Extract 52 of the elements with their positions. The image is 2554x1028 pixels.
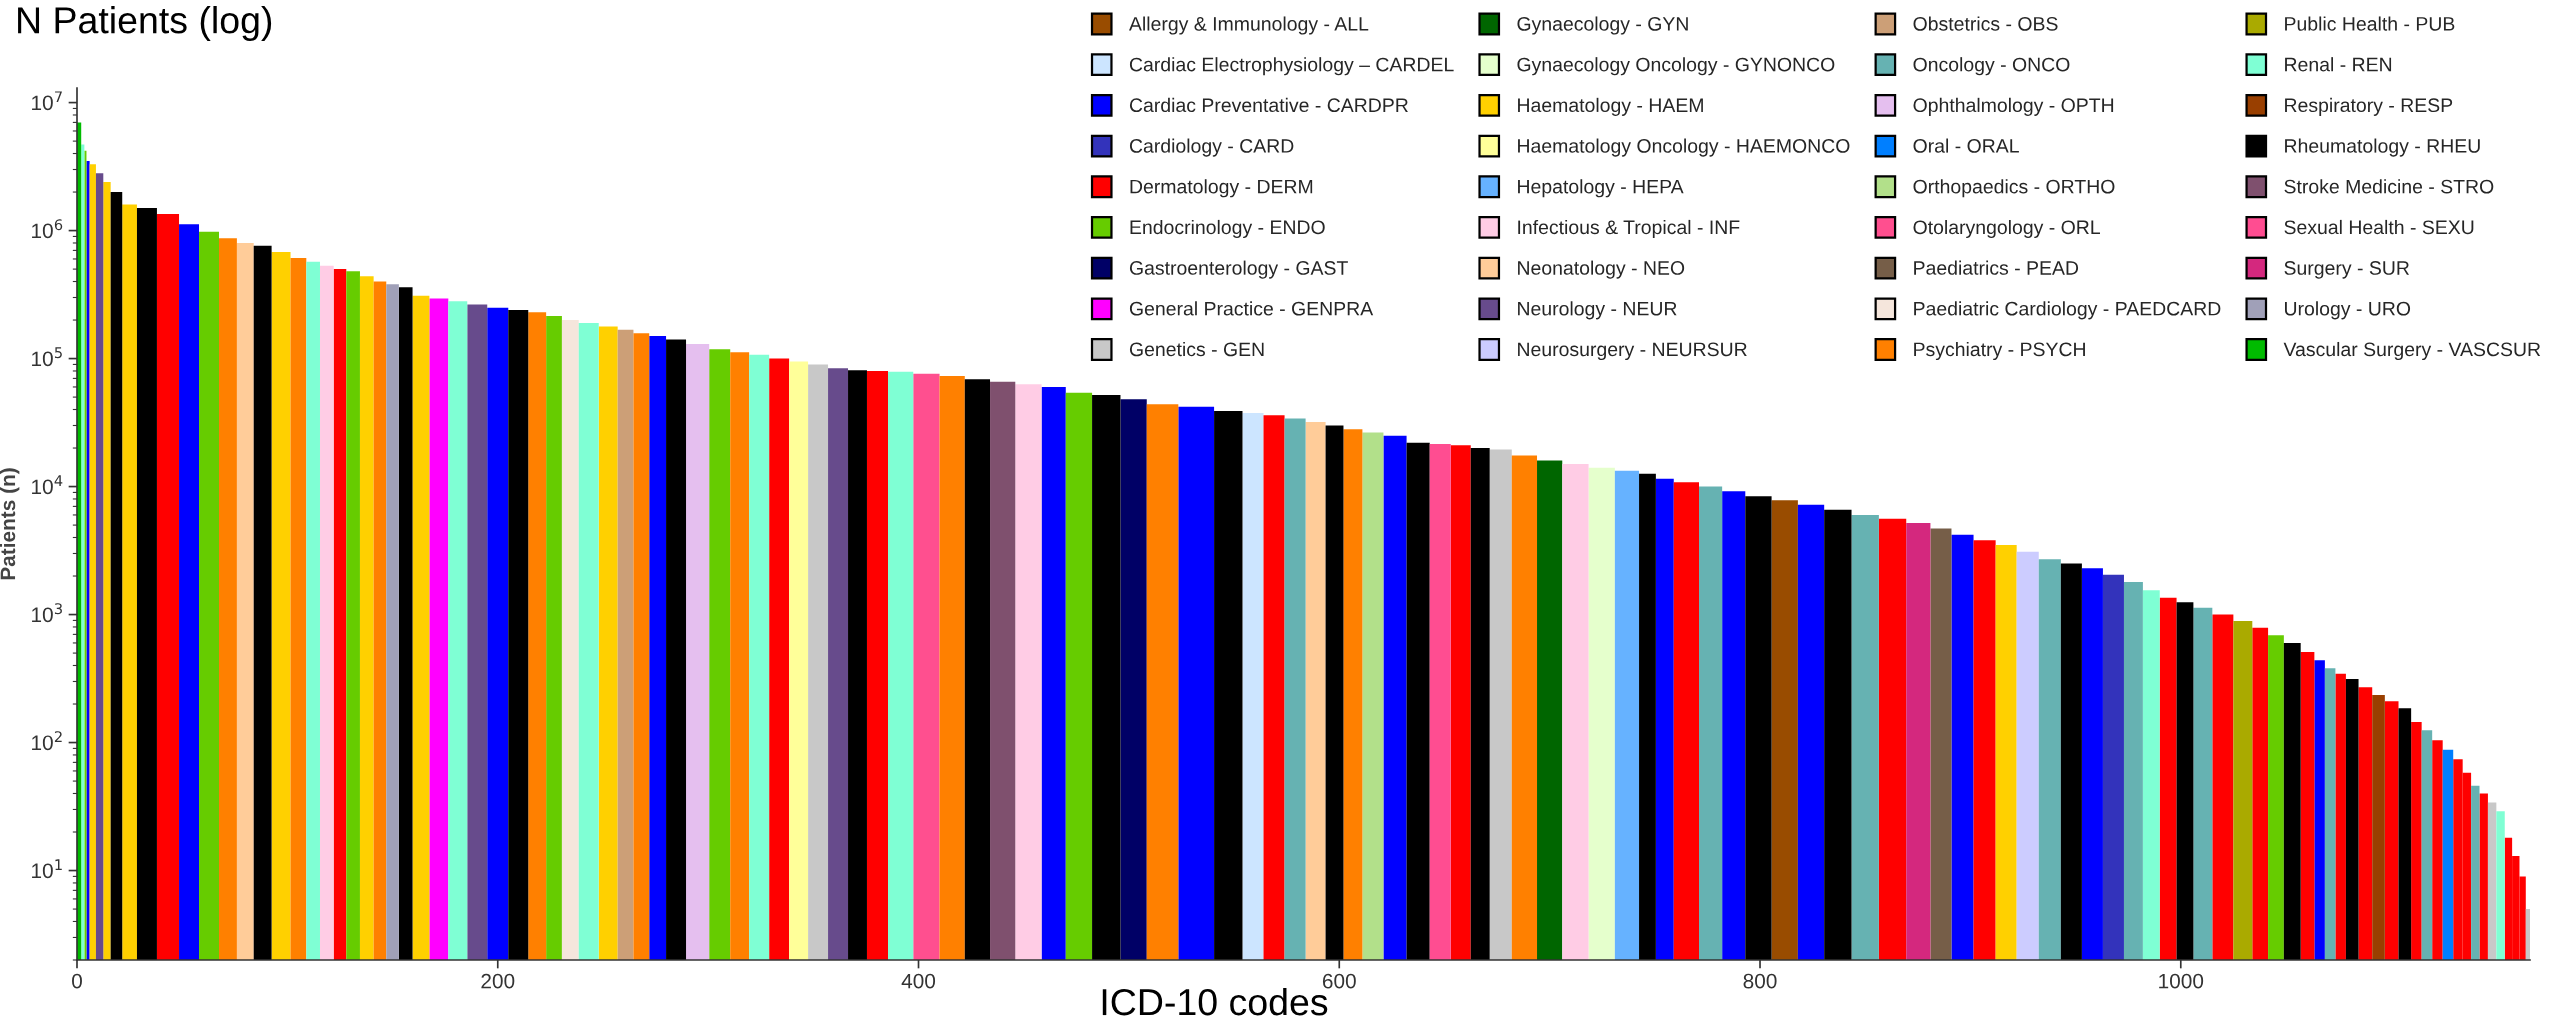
legend-label: Infectious & Tropical - INF xyxy=(1518,219,1740,239)
legend-label: Gynaecology - GYN xyxy=(1517,16,1688,35)
legend-label: Oral - ORAL xyxy=(1913,138,2019,153)
legend-label: Dermatology - DERM xyxy=(1130,179,1313,198)
legend-label: Surgery - SUR xyxy=(2284,261,2410,279)
legend-label: Paediatric Cardiology - PAEDCARD xyxy=(1914,301,2221,320)
legend-label: Stroke Medicine - STRO xyxy=(2284,179,2494,194)
legend-label: Vascular Surgery - VASCSUR xyxy=(2283,341,2541,361)
legend-label: Cardiology - CARD xyxy=(1129,138,1294,157)
legend-label: Gynaecology Oncology - GYNONCO xyxy=(1517,57,1835,76)
legend-label: Otolaryngology - ORL xyxy=(1913,219,2100,239)
legend-label: Endocrinology - ENDO xyxy=(1130,219,1325,239)
legend-label: Neonatology - NEO xyxy=(1518,260,1685,279)
x-axis-title: ICD-10 codes xyxy=(1102,987,1328,1016)
x-tick-label: 800 xyxy=(1743,973,1777,989)
legend-label: Paediatrics - PEAD xyxy=(1914,260,2079,275)
y-tick-label: 10$^{5}$ xyxy=(32,347,62,367)
legend-label: Genetics - GEN xyxy=(1129,341,1264,357)
legend-label: Haematology - HAEM xyxy=(1518,97,1703,116)
y-tick-label: 10$^{1}$ xyxy=(32,859,62,879)
legend-label: Neurosurgery - NEURSUR xyxy=(1518,342,1747,361)
legend-label: Cardiac Electrophysiology – CARDEL xyxy=(1129,57,1454,76)
x-tick-label: 600 xyxy=(1322,973,1356,989)
y-axis-title: Patients (n) xyxy=(0,468,20,580)
legend-label: Renal - REN xyxy=(2285,57,2392,72)
y-tick-label: 10$^{6}$ xyxy=(32,219,63,239)
y-tick-label: 10$^{3}$ xyxy=(32,603,62,623)
y-tick-label: 10$^{4}$ xyxy=(32,475,63,495)
legend-label: Rheumatology - RHEU xyxy=(2285,138,2480,157)
legend-label: Cardiac Preventative - CARDPR xyxy=(1129,97,1408,113)
legend-label: Public Health - PUB xyxy=(2285,16,2455,31)
legend-label: Urology - URO xyxy=(2285,301,2411,320)
legend-label: Hepatology - HEPA xyxy=(1518,179,1684,198)
y-tick-label: 10$^{2}$ xyxy=(32,731,62,751)
legend-label: Gastroenterology - GAST xyxy=(1129,260,1348,279)
x-tick-label: 400 xyxy=(901,973,936,989)
x-tick-label: 1000 xyxy=(2159,973,2204,989)
legend-label: Respiratory - RESP xyxy=(2285,97,2453,116)
legend-label: Obstetrics - OBS xyxy=(1913,16,2058,31)
x-tick-label: 200 xyxy=(481,973,515,989)
y-tick-label: 10$^{7}$ xyxy=(32,91,62,111)
legend-label: Orthopaedics - ORTHO xyxy=(1913,179,2115,198)
legend-label: General Practice - GENPRA xyxy=(1129,301,1374,316)
x-tick-label: 0 xyxy=(72,973,82,989)
legend-label: Allergy & Immunology - ALL xyxy=(1129,16,1369,35)
legend-label: Ophthalmology - OPTH xyxy=(1913,97,2114,116)
legend-label: Oncology - ONCO xyxy=(1913,57,2070,76)
legend-label: Psychiatry - PSYCH xyxy=(1914,341,2085,361)
legend-label: Sexual Health - SEXU xyxy=(2284,219,2474,235)
legend-label: Neurology - NEUR xyxy=(1518,301,1677,320)
legend-label: Haematology Oncology - HAEMONCO xyxy=(1518,138,1850,157)
chart-title: N Patients (log) xyxy=(18,6,272,41)
